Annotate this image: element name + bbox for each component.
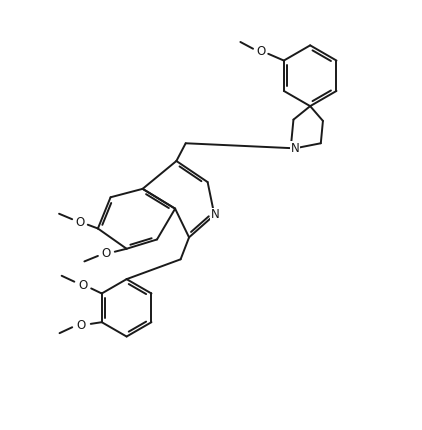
Text: O: O <box>77 319 86 332</box>
Text: N: N <box>211 209 219 221</box>
Text: O: O <box>76 216 85 229</box>
Text: N: N <box>291 142 299 155</box>
Text: O: O <box>78 279 87 292</box>
Text: O: O <box>102 247 111 260</box>
Text: O: O <box>256 45 265 58</box>
